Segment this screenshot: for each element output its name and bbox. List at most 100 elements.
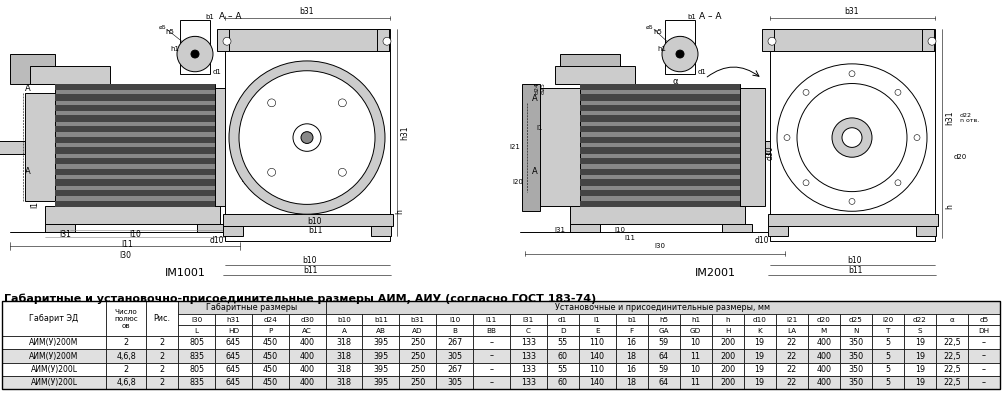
Bar (808, 376, 840, 389)
Circle shape (662, 36, 698, 72)
Bar (776, 349, 808, 363)
Bar (547, 376, 579, 389)
Text: 19: 19 (755, 352, 765, 361)
Bar (711, 376, 743, 389)
Text: 805: 805 (189, 339, 204, 347)
Bar (326, 376, 363, 389)
Bar (665, 20, 695, 74)
Bar (252, 337, 289, 349)
Circle shape (803, 89, 809, 95)
Bar (647, 325, 679, 337)
Text: b10: b10 (308, 217, 323, 225)
Text: 350: 350 (849, 378, 864, 387)
Circle shape (895, 180, 901, 186)
Bar (570, 206, 745, 224)
Text: 350: 350 (849, 365, 864, 374)
Bar (555, 66, 635, 84)
Circle shape (301, 132, 313, 144)
Bar (326, 325, 363, 337)
Text: 395: 395 (373, 365, 389, 374)
Bar (840, 314, 872, 325)
Text: 835: 835 (189, 352, 204, 361)
Bar (776, 325, 808, 337)
Text: 2: 2 (159, 339, 164, 347)
Bar (436, 325, 473, 337)
Text: 200: 200 (720, 352, 735, 361)
Bar (225, 49, 390, 241)
Bar (679, 376, 711, 389)
Bar (679, 363, 711, 376)
Bar (808, 363, 840, 376)
Bar (289, 363, 326, 376)
Text: 2: 2 (159, 352, 164, 361)
Text: 10: 10 (690, 365, 700, 374)
Bar (579, 349, 615, 363)
Text: 22,5: 22,5 (943, 365, 961, 374)
Bar (540, 89, 580, 206)
Text: 64: 64 (658, 378, 668, 387)
Bar (55, 179, 215, 186)
Circle shape (383, 37, 391, 45)
Text: ø5: ø5 (646, 25, 654, 30)
Text: d22
n отв.: d22 n отв. (960, 112, 979, 123)
Bar (45, 224, 75, 232)
Text: 133: 133 (521, 365, 536, 374)
Bar (363, 337, 399, 349)
Bar (580, 94, 740, 101)
Text: Число
полюс
ов: Число полюс ов (114, 309, 138, 329)
Bar (872, 349, 904, 363)
Circle shape (268, 168, 276, 176)
Text: α: α (950, 317, 954, 323)
Bar (510, 349, 547, 363)
Bar (399, 337, 436, 349)
Bar (146, 363, 178, 376)
Text: –: – (489, 352, 493, 361)
Text: l1: l1 (30, 201, 39, 208)
Bar (872, 376, 904, 389)
Bar (0, 141, 25, 154)
Text: S: S (918, 328, 922, 334)
Text: L: L (194, 328, 198, 334)
Bar (968, 337, 1000, 349)
Text: 250: 250 (410, 365, 425, 374)
Circle shape (895, 89, 901, 95)
Bar (473, 337, 510, 349)
Text: b31: b31 (845, 7, 860, 16)
Bar (808, 349, 840, 363)
Bar (872, 314, 904, 325)
Text: d10: d10 (209, 236, 224, 245)
Text: –: – (489, 339, 493, 347)
Bar (55, 126, 215, 132)
Bar (677, 36, 683, 44)
Bar (740, 89, 765, 206)
Text: 22: 22 (787, 339, 797, 347)
Text: h: h (396, 209, 405, 214)
Text: 395: 395 (373, 352, 389, 361)
Bar (399, 349, 436, 363)
Text: b1: b1 (687, 14, 696, 20)
Text: l1: l1 (537, 125, 543, 131)
Circle shape (928, 37, 936, 45)
Text: AD: AD (413, 328, 423, 334)
Text: IM2001: IM2001 (694, 268, 735, 278)
Bar (252, 325, 289, 337)
Text: b11: b11 (848, 266, 862, 275)
Bar (436, 363, 473, 376)
Bar (215, 349, 252, 363)
Circle shape (191, 50, 199, 58)
Text: 22: 22 (787, 352, 797, 361)
Bar (399, 376, 436, 389)
Text: 4,6,8: 4,6,8 (116, 378, 136, 387)
Bar (146, 376, 178, 389)
Text: AB: AB (376, 328, 386, 334)
Text: h1: h1 (691, 317, 700, 323)
Bar (547, 325, 579, 337)
Bar (30, 66, 110, 84)
Bar (2, 301, 106, 337)
Bar (580, 105, 740, 111)
Bar (45, 206, 220, 224)
Bar (808, 337, 840, 349)
Text: b10: b10 (337, 317, 351, 323)
Bar (436, 337, 473, 349)
Text: 22,5: 22,5 (943, 352, 961, 361)
